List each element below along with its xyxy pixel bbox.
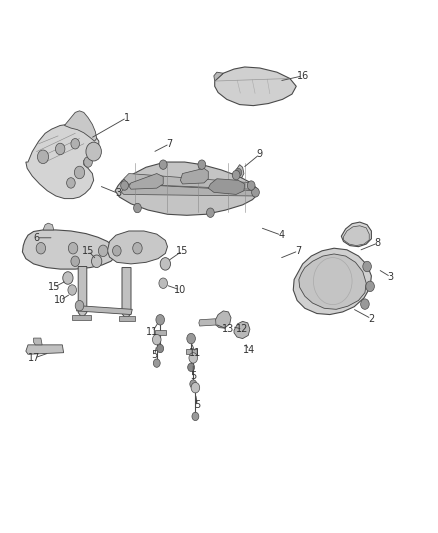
Polygon shape — [26, 345, 64, 354]
Polygon shape — [124, 174, 253, 189]
Text: 7: 7 — [295, 246, 301, 256]
Text: 11: 11 — [146, 327, 159, 337]
Polygon shape — [77, 306, 132, 314]
Polygon shape — [236, 165, 244, 177]
Circle shape — [74, 166, 85, 179]
Text: 3: 3 — [388, 272, 394, 282]
Polygon shape — [43, 223, 54, 230]
Polygon shape — [78, 266, 87, 316]
Text: 2: 2 — [368, 314, 374, 324]
Polygon shape — [120, 316, 135, 321]
Circle shape — [363, 261, 371, 272]
Circle shape — [75, 301, 84, 311]
Polygon shape — [115, 162, 258, 215]
Circle shape — [247, 181, 255, 190]
Text: 15: 15 — [177, 246, 189, 256]
Circle shape — [191, 383, 200, 393]
Text: 15: 15 — [82, 246, 94, 256]
Circle shape — [63, 272, 73, 284]
Polygon shape — [186, 349, 197, 354]
Circle shape — [71, 139, 80, 149]
Polygon shape — [214, 72, 223, 81]
Text: 5: 5 — [152, 350, 158, 360]
Polygon shape — [107, 231, 167, 264]
Circle shape — [189, 353, 198, 363]
Text: 4: 4 — [278, 230, 284, 240]
Text: 16: 16 — [297, 71, 309, 81]
Text: 5: 5 — [194, 400, 201, 410]
Polygon shape — [26, 124, 99, 199]
Circle shape — [84, 157, 92, 167]
Circle shape — [251, 188, 259, 197]
Circle shape — [56, 143, 65, 155]
Circle shape — [68, 243, 78, 254]
Circle shape — [37, 150, 49, 164]
Circle shape — [187, 363, 194, 372]
Polygon shape — [299, 254, 366, 309]
Text: 3: 3 — [115, 188, 121, 198]
Text: 11: 11 — [189, 348, 201, 358]
Polygon shape — [208, 179, 245, 195]
Text: 7: 7 — [166, 139, 173, 149]
Polygon shape — [343, 226, 369, 246]
Text: 9: 9 — [257, 149, 263, 159]
Circle shape — [134, 203, 141, 213]
Text: 8: 8 — [375, 238, 381, 248]
Circle shape — [232, 171, 240, 180]
Circle shape — [159, 278, 167, 288]
Text: 15: 15 — [48, 282, 60, 293]
Polygon shape — [22, 230, 116, 269]
Circle shape — [160, 257, 170, 270]
Polygon shape — [215, 67, 296, 106]
Circle shape — [92, 255, 102, 268]
Text: 5: 5 — [190, 371, 196, 381]
Circle shape — [133, 243, 142, 254]
Polygon shape — [155, 330, 166, 335]
Polygon shape — [121, 184, 255, 196]
Circle shape — [99, 245, 108, 256]
Text: 10: 10 — [174, 285, 187, 295]
Polygon shape — [341, 222, 371, 247]
Text: 10: 10 — [54, 295, 66, 305]
Polygon shape — [215, 311, 231, 328]
Circle shape — [113, 246, 121, 256]
Circle shape — [71, 256, 80, 266]
Polygon shape — [199, 319, 216, 326]
Text: 1: 1 — [124, 112, 130, 123]
Circle shape — [36, 243, 46, 254]
Circle shape — [86, 142, 101, 161]
Polygon shape — [293, 248, 371, 314]
Circle shape — [68, 285, 77, 295]
Circle shape — [156, 314, 165, 325]
Circle shape — [152, 334, 161, 345]
Polygon shape — [122, 268, 131, 317]
Circle shape — [190, 380, 197, 388]
Text: 14: 14 — [243, 345, 255, 355]
Circle shape — [187, 333, 195, 344]
Circle shape — [192, 412, 199, 421]
Circle shape — [366, 281, 374, 292]
Circle shape — [207, 208, 214, 217]
Polygon shape — [234, 321, 250, 338]
Circle shape — [121, 181, 128, 190]
Circle shape — [157, 344, 164, 353]
Polygon shape — [129, 174, 163, 189]
Polygon shape — [64, 111, 97, 141]
Text: 17: 17 — [28, 353, 41, 363]
Circle shape — [153, 359, 160, 367]
Polygon shape — [72, 314, 91, 320]
Circle shape — [235, 168, 242, 176]
Text: 6: 6 — [34, 233, 39, 243]
Circle shape — [159, 160, 167, 169]
Circle shape — [67, 177, 75, 188]
Circle shape — [198, 160, 206, 169]
Polygon shape — [34, 338, 42, 345]
Text: 13: 13 — [222, 324, 234, 334]
Text: 12: 12 — [237, 324, 249, 334]
Circle shape — [360, 299, 369, 309]
Polygon shape — [180, 168, 208, 184]
